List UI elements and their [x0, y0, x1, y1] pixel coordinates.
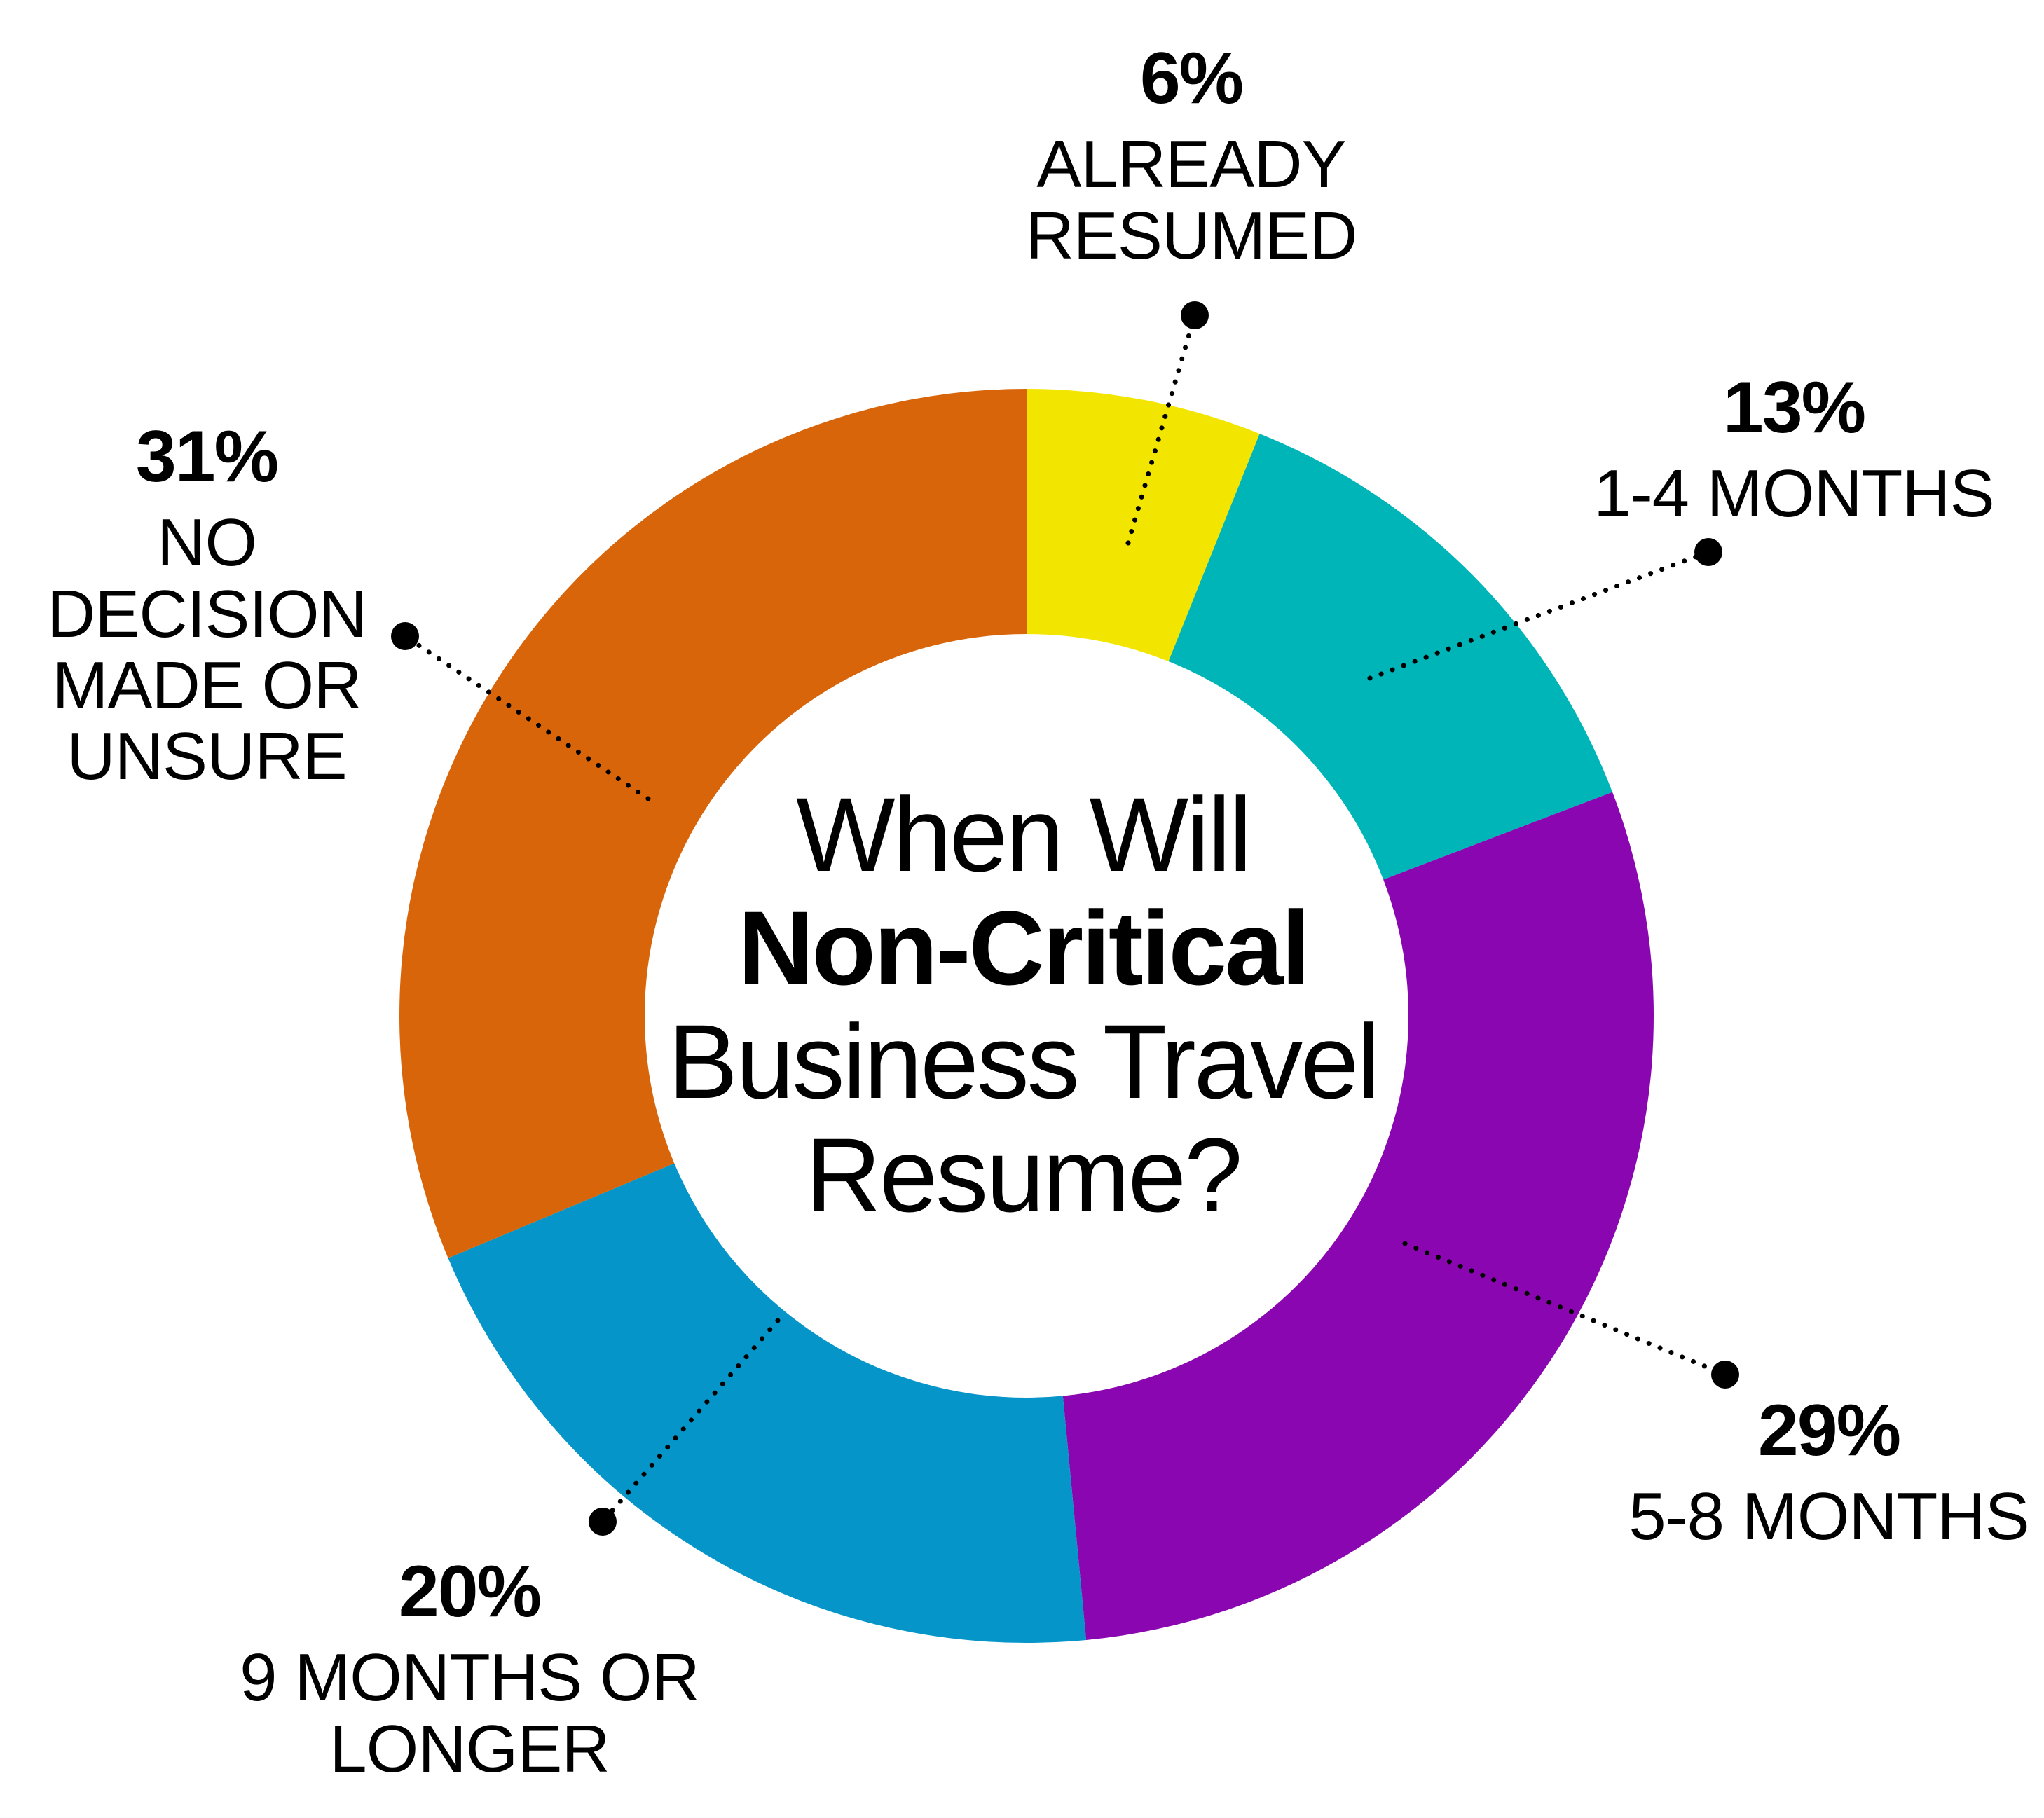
slice-category-label: 5-8 MONTHS — [1628, 1479, 2029, 1555]
chart-title-line-bold: Non-Critical — [737, 889, 1310, 1007]
callout-9-months-or-longer: 20% 9 MONTHS OR LONGER — [231, 1541, 708, 1797]
callout-already-resumed: 6% ALREADY RESUMED — [1002, 28, 1380, 284]
slice-category-label: 1-4 MONTHS — [1593, 456, 1994, 532]
callout-no-decision: 31% NO DECISION MADE OR UNSURE — [0, 406, 413, 804]
slice-category-label: ALREADY RESUMED — [1025, 127, 1357, 273]
slice-category-label: 9 MONTHS OR LONGER — [240, 1640, 700, 1786]
leader-no-decision-dot — [391, 622, 419, 650]
donut-slices — [399, 389, 1654, 1643]
slice-1-4-months — [1168, 434, 1613, 880]
leader-lines — [391, 301, 1739, 1536]
leader-1-4-months-line — [1367, 549, 1711, 681]
slice-9-months-or-longer — [448, 1163, 1087, 1643]
chart-title-line: Business Travel — [668, 1003, 1380, 1120]
leader-5-8-months-dot — [1711, 1361, 1739, 1389]
chart-title: When Will Non-Critical Business Travel R… — [659, 778, 1387, 1232]
slice-percent-label: 13% — [1722, 366, 1866, 448]
leader-9-months-line — [600, 1318, 781, 1524]
leader-no-decision-line — [402, 633, 651, 801]
leader-9-months-dot — [589, 1508, 617, 1536]
leader-already-resumed-line — [1125, 312, 1198, 546]
slice-percent-label: 29% — [1757, 1389, 1901, 1471]
slice-already-resumed — [1027, 389, 1260, 662]
slice-no-decision — [399, 389, 1027, 1258]
slice-category-label: NO DECISION MADE OR UNSURE — [46, 505, 367, 794]
callout-1-4-months: 13% 1-4 MONTHS — [1577, 357, 2011, 542]
chart-title-line: When Will — [795, 776, 1252, 893]
leader-already-resumed-dot — [1181, 301, 1209, 329]
leader-5-8-months-line — [1402, 1241, 1728, 1377]
slice-percent-label: 31% — [135, 415, 279, 497]
slice-percent-label: 6% — [1139, 37, 1244, 119]
leader-1-4-months-dot — [1694, 538, 1722, 566]
slice-percent-label: 20% — [398, 1550, 542, 1632]
chart-title-line: Resume? — [805, 1116, 1243, 1234]
callout-5-8-months: 29% 5-8 MONTHS — [1612, 1380, 2044, 1564]
slice-5-8-months — [1062, 792, 1654, 1640]
